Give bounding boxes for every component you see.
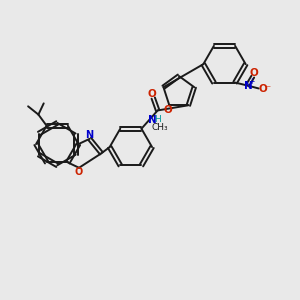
Text: O: O [258,84,267,94]
Text: O: O [147,89,156,99]
Text: CH₃: CH₃ [152,123,168,132]
Text: N: N [148,115,156,124]
Text: O: O [250,68,258,78]
Text: N: N [244,80,253,91]
Text: +: + [248,77,254,86]
Text: ⁻: ⁻ [266,84,271,94]
Text: N: N [85,130,94,140]
Text: O: O [164,105,172,115]
Text: O: O [75,167,83,177]
Text: H: H [154,115,161,124]
